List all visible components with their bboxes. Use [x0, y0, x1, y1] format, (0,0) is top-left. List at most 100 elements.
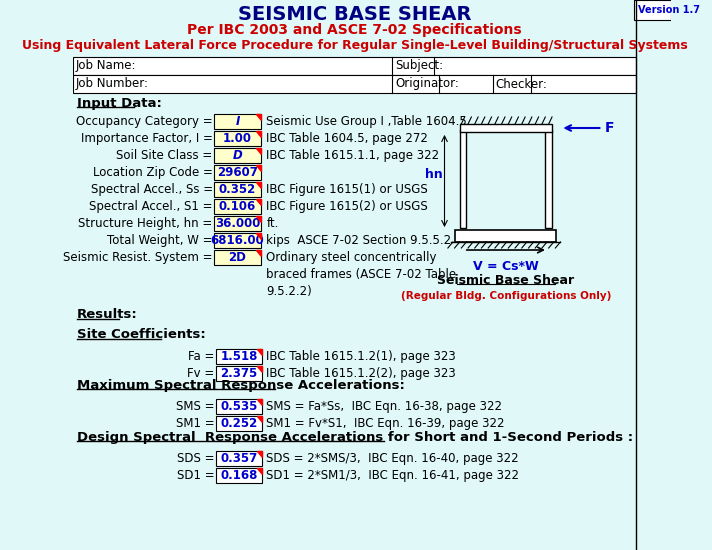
Text: Soil Site Class =: Soil Site Class = — [117, 149, 213, 162]
FancyBboxPatch shape — [456, 230, 556, 242]
Text: 0.535: 0.535 — [221, 400, 258, 413]
Text: SM1 =: SM1 = — [176, 417, 214, 430]
FancyBboxPatch shape — [216, 399, 262, 414]
FancyBboxPatch shape — [73, 57, 636, 75]
Text: Location Zip Code =: Location Zip Code = — [93, 166, 213, 179]
Text: Spectral Accel., S1 =: Spectral Accel., S1 = — [89, 200, 213, 213]
Text: SDS = 2*SMS/3,  IBC Eqn. 16-40, page 322: SDS = 2*SMS/3, IBC Eqn. 16-40, page 322 — [266, 452, 518, 465]
Text: 0.357: 0.357 — [221, 452, 258, 465]
FancyBboxPatch shape — [460, 124, 552, 132]
FancyBboxPatch shape — [214, 131, 261, 146]
Text: IBC Table 1604.5, page 272: IBC Table 1604.5, page 272 — [266, 132, 429, 145]
FancyBboxPatch shape — [634, 0, 671, 20]
Text: Originator:: Originator: — [395, 78, 459, 91]
FancyBboxPatch shape — [460, 130, 466, 228]
Text: Importance Factor, I =: Importance Factor, I = — [80, 132, 213, 145]
Text: 6816.00: 6816.00 — [211, 234, 264, 247]
Text: Total Weight, W =: Total Weight, W = — [108, 234, 213, 247]
Polygon shape — [257, 468, 262, 474]
Text: 0.252: 0.252 — [221, 417, 258, 430]
Polygon shape — [256, 250, 261, 256]
FancyBboxPatch shape — [214, 216, 261, 231]
Text: Site Coefficients:: Site Coefficients: — [77, 328, 205, 342]
Text: IBC Table 1615.1.2(1), page 323: IBC Table 1615.1.2(1), page 323 — [266, 350, 456, 363]
FancyBboxPatch shape — [214, 114, 261, 129]
Text: 1.00: 1.00 — [223, 132, 252, 145]
Text: 9.5.2.2): 9.5.2.2) — [266, 285, 312, 298]
Polygon shape — [256, 199, 261, 205]
Text: kips  ASCE 7-02 Section 9.5.5.2: kips ASCE 7-02 Section 9.5.5.2 — [266, 234, 451, 247]
Text: SMS = Fa*Ss,  IBC Eqn. 16-38, page 322: SMS = Fa*Ss, IBC Eqn. 16-38, page 322 — [266, 400, 501, 413]
Polygon shape — [257, 416, 262, 422]
Text: Design Spectral  Response Accelerations for Short and 1-Second Periods :: Design Spectral Response Accelerations f… — [77, 431, 633, 443]
FancyBboxPatch shape — [216, 451, 262, 466]
Text: Fa =: Fa = — [188, 350, 214, 363]
FancyBboxPatch shape — [214, 182, 261, 197]
FancyBboxPatch shape — [214, 250, 261, 265]
Text: 36.000: 36.000 — [215, 217, 260, 230]
Text: SM1 = Fv*S1,  IBC Eqn. 16-39, page 322: SM1 = Fv*S1, IBC Eqn. 16-39, page 322 — [266, 417, 504, 430]
Text: ft.: ft. — [266, 217, 279, 230]
Text: IBC Figure 1615(2) or USGS: IBC Figure 1615(2) or USGS — [266, 200, 428, 213]
Text: Results:: Results: — [77, 309, 137, 322]
Text: I: I — [235, 115, 240, 128]
Text: SMS =: SMS = — [176, 400, 214, 413]
FancyBboxPatch shape — [216, 468, 262, 483]
FancyBboxPatch shape — [214, 165, 261, 180]
Text: braced frames (ASCE 7-02 Table: braced frames (ASCE 7-02 Table — [266, 268, 456, 281]
Text: Job Name:: Job Name: — [75, 59, 136, 73]
Polygon shape — [257, 349, 262, 355]
FancyBboxPatch shape — [216, 349, 262, 364]
Text: F: F — [605, 121, 614, 135]
Text: SEISMIC BASE SHEAR: SEISMIC BASE SHEAR — [238, 4, 471, 24]
Text: Maximum Spectral Response Accelerations:: Maximum Spectral Response Accelerations: — [77, 378, 404, 392]
Polygon shape — [256, 148, 261, 154]
Text: 29607: 29607 — [217, 166, 258, 179]
Text: 0.352: 0.352 — [219, 183, 256, 196]
Polygon shape — [257, 366, 262, 372]
FancyBboxPatch shape — [216, 366, 262, 381]
Text: Seismic Resist. System =: Seismic Resist. System = — [63, 251, 213, 264]
Text: Input Data:: Input Data: — [77, 96, 162, 109]
Polygon shape — [256, 131, 261, 137]
Text: (Regular Bldg. Configurations Only): (Regular Bldg. Configurations Only) — [401, 291, 611, 301]
Text: 0.168: 0.168 — [221, 469, 258, 482]
Text: Subject:: Subject: — [395, 59, 443, 73]
FancyBboxPatch shape — [214, 199, 261, 214]
Text: Seismic Use Group I ,Table 1604.5: Seismic Use Group I ,Table 1604.5 — [266, 115, 467, 128]
Text: D: D — [233, 149, 242, 162]
Polygon shape — [256, 233, 261, 239]
FancyBboxPatch shape — [73, 75, 636, 93]
Text: Using Equivalent Lateral Force Procedure for Regular Single-Level Building/Struc: Using Equivalent Lateral Force Procedure… — [22, 40, 688, 52]
Text: Per IBC 2003 and ASCE 7-02 Specifications: Per IBC 2003 and ASCE 7-02 Specification… — [187, 23, 522, 37]
Polygon shape — [256, 182, 261, 188]
Text: 1.518: 1.518 — [221, 350, 258, 363]
Polygon shape — [256, 114, 261, 120]
FancyBboxPatch shape — [545, 130, 552, 228]
Text: Ordinary steel concentrically: Ordinary steel concentrically — [266, 251, 437, 264]
Text: Checker:: Checker: — [496, 78, 548, 91]
Polygon shape — [256, 216, 261, 222]
Text: Version 1.7: Version 1.7 — [638, 5, 700, 15]
Text: V = Cs*W: V = Cs*W — [473, 260, 539, 272]
Polygon shape — [257, 451, 262, 457]
Text: Fv =: Fv = — [187, 367, 214, 380]
Polygon shape — [256, 165, 261, 171]
Text: IBC Figure 1615(1) or USGS: IBC Figure 1615(1) or USGS — [266, 183, 428, 196]
Polygon shape — [257, 399, 262, 405]
FancyBboxPatch shape — [214, 233, 261, 248]
Text: Job Number:: Job Number: — [75, 78, 149, 91]
Text: SD1 = 2*SM1/3,  IBC Eqn. 16-41, page 322: SD1 = 2*SM1/3, IBC Eqn. 16-41, page 322 — [266, 469, 518, 482]
Text: SD1 =: SD1 = — [177, 469, 214, 482]
Text: hn: hn — [425, 168, 443, 182]
Text: Spectral Accel., Ss =: Spectral Accel., Ss = — [90, 183, 213, 196]
Text: SDS =: SDS = — [177, 452, 214, 465]
Text: 0.106: 0.106 — [219, 200, 256, 213]
Text: Structure Height, hn =: Structure Height, hn = — [78, 217, 213, 230]
Text: IBC Table 1615.1.1, page 322: IBC Table 1615.1.1, page 322 — [266, 149, 439, 162]
Text: IBC Table 1615.1.2(2), page 323: IBC Table 1615.1.2(2), page 323 — [266, 367, 456, 380]
Text: 2.375: 2.375 — [221, 367, 258, 380]
FancyBboxPatch shape — [214, 148, 261, 163]
Text: Occupancy Category =: Occupancy Category = — [76, 115, 213, 128]
Text: 2D: 2D — [229, 251, 246, 264]
